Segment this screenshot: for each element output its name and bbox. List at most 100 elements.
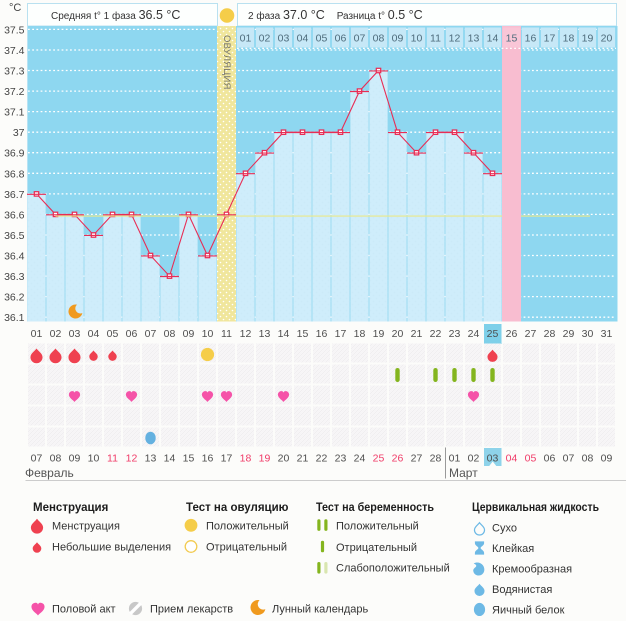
svg-text:12: 12 xyxy=(240,328,252,340)
svg-text:17: 17 xyxy=(335,328,347,340)
svg-text:02: 02 xyxy=(259,33,271,45)
svg-text:25: 25 xyxy=(487,328,499,340)
svg-text:22: 22 xyxy=(316,453,328,465)
svg-text:18: 18 xyxy=(563,33,575,45)
svg-text:09: 09 xyxy=(183,328,195,340)
svg-text:04: 04 xyxy=(506,453,518,465)
svg-text:Менструация: Менструация xyxy=(33,502,108,514)
svg-text:Разница t° 0.5 °C: Разница t° 0.5 °C xyxy=(337,8,423,22)
svg-text:06: 06 xyxy=(544,453,556,465)
svg-text:12: 12 xyxy=(126,453,138,465)
svg-text:28: 28 xyxy=(430,453,442,465)
svg-text:ОВУЛЯЦИЯ: ОВУЛЯЦИЯ xyxy=(221,35,232,90)
svg-text:08: 08 xyxy=(164,328,176,340)
svg-text:Менструация: Менструация xyxy=(52,521,120,533)
svg-text:15: 15 xyxy=(506,33,518,45)
svg-text:25: 25 xyxy=(373,453,385,465)
svg-text:28: 28 xyxy=(544,328,556,340)
svg-text:Средняя t° 1 фаза 36.5 °C: Средняя t° 1 фаза 36.5 °C xyxy=(51,8,180,22)
svg-text:02: 02 xyxy=(468,453,480,465)
svg-text:36.2: 36.2 xyxy=(4,292,25,304)
svg-text:13: 13 xyxy=(468,33,480,45)
svg-text:24: 24 xyxy=(354,453,366,465)
svg-text:17: 17 xyxy=(221,453,233,465)
svg-text:08: 08 xyxy=(50,453,62,465)
svg-text:26: 26 xyxy=(392,453,404,465)
svg-text:Отрицательный: Отрицательный xyxy=(206,542,287,554)
svg-text:Клейкая: Клейкая xyxy=(492,543,534,555)
svg-text:36.8: 36.8 xyxy=(4,168,25,180)
svg-text:Тест на овуляцию: Тест на овуляцию xyxy=(186,502,289,514)
svg-text:30: 30 xyxy=(582,328,594,340)
svg-text:°C: °C xyxy=(9,2,21,14)
svg-text:06: 06 xyxy=(335,33,347,45)
svg-text:01: 01 xyxy=(449,453,461,465)
svg-text:11: 11 xyxy=(430,33,441,45)
svg-text:Отрицательный: Отрицательный xyxy=(336,542,417,554)
svg-text:Сухо: Сухо xyxy=(492,523,517,535)
svg-text:14: 14 xyxy=(164,453,176,465)
svg-text:36.3: 36.3 xyxy=(4,271,25,283)
svg-text:17: 17 xyxy=(544,33,556,45)
svg-text:36.9: 36.9 xyxy=(4,148,25,160)
svg-text:13: 13 xyxy=(259,328,271,340)
svg-text:Тест на беременность: Тест на беременность xyxy=(316,502,434,514)
svg-text:37.2: 37.2 xyxy=(4,86,25,98)
svg-text:37.3: 37.3 xyxy=(4,66,25,78)
svg-text:2 фаза 37.0 °C: 2 фаза 37.0 °C xyxy=(248,8,325,22)
svg-text:14: 14 xyxy=(278,328,290,340)
svg-text:37.1: 37.1 xyxy=(4,107,25,119)
svg-text:Половой акт: Половой акт xyxy=(52,604,116,616)
svg-text:37.5: 37.5 xyxy=(4,24,25,36)
svg-text:37: 37 xyxy=(13,127,25,139)
svg-text:26: 26 xyxy=(506,328,518,340)
svg-text:03: 03 xyxy=(278,33,290,45)
svg-text:37.4: 37.4 xyxy=(4,45,25,57)
svg-text:19: 19 xyxy=(373,328,385,340)
svg-text:16: 16 xyxy=(525,33,537,45)
svg-text:Февраль: Февраль xyxy=(25,466,74,480)
svg-text:29: 29 xyxy=(563,328,575,340)
svg-text:36.1: 36.1 xyxy=(4,312,25,324)
svg-text:09: 09 xyxy=(601,453,613,465)
svg-text:36.4: 36.4 xyxy=(4,251,25,263)
svg-text:20: 20 xyxy=(601,33,613,45)
svg-text:05: 05 xyxy=(316,33,328,45)
svg-text:20: 20 xyxy=(278,453,290,465)
svg-text:Прием лекарств: Прием лекарств xyxy=(150,604,233,616)
svg-text:05: 05 xyxy=(525,453,537,465)
svg-text:36.6: 36.6 xyxy=(4,209,25,221)
svg-text:09: 09 xyxy=(392,33,404,45)
svg-text:18: 18 xyxy=(354,328,366,340)
svg-text:20: 20 xyxy=(392,328,404,340)
svg-text:22: 22 xyxy=(430,328,442,340)
svg-text:03: 03 xyxy=(487,453,499,465)
svg-text:21: 21 xyxy=(411,328,423,340)
svg-text:24: 24 xyxy=(468,328,480,340)
svg-text:12: 12 xyxy=(449,33,461,45)
svg-text:07: 07 xyxy=(145,328,157,340)
svg-text:18: 18 xyxy=(240,453,252,465)
svg-text:08: 08 xyxy=(373,33,385,45)
svg-text:31: 31 xyxy=(601,328,613,340)
svg-text:Слабоположительный: Слабоположительный xyxy=(336,563,450,575)
svg-text:03: 03 xyxy=(69,328,81,340)
svg-text:19: 19 xyxy=(582,33,594,45)
svg-text:36.7: 36.7 xyxy=(4,189,25,201)
svg-text:Положительный: Положительный xyxy=(206,521,289,533)
svg-text:Водянистая: Водянистая xyxy=(492,584,552,596)
svg-text:16: 16 xyxy=(316,328,328,340)
svg-text:16: 16 xyxy=(202,453,214,465)
svg-text:05: 05 xyxy=(107,328,119,340)
svg-text:13: 13 xyxy=(145,453,157,465)
svg-text:Цервикальная жидкость: Цервикальная жидкость xyxy=(472,502,599,514)
svg-text:02: 02 xyxy=(50,328,62,340)
svg-text:19: 19 xyxy=(259,453,271,465)
svg-text:Кремообразная: Кремообразная xyxy=(492,564,572,576)
svg-text:14: 14 xyxy=(487,33,499,45)
svg-text:36.5: 36.5 xyxy=(4,230,25,242)
svg-text:04: 04 xyxy=(297,33,309,45)
svg-text:27: 27 xyxy=(525,328,537,340)
svg-text:Лунный календарь: Лунный календарь xyxy=(272,604,369,616)
svg-text:15: 15 xyxy=(183,453,195,465)
